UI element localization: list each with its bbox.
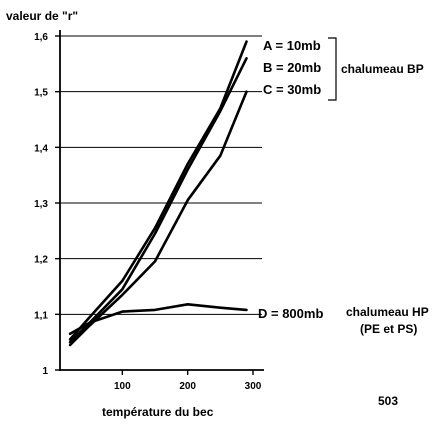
series-lines [68,40,248,347]
y-tick-label: 1,4 [34,143,48,154]
group-label-hp: chalumeau HP [346,305,429,319]
grid [60,35,262,315]
x-axis-label: température du bec [102,405,214,419]
y-tick-label: 1,5 [34,88,48,99]
ticks: 1 1,1 1,2 1,3 1,4 1,5 1,6 100 200 300 [34,32,262,392]
series-line-d [68,302,248,336]
y-axis-label: valeur de "r" [6,9,78,23]
x-tick-label: 100 [114,381,131,392]
series-line-c [68,90,248,347]
y-tick-label: 1 [42,366,48,377]
series-line-b [68,56,248,344]
series-line-a [68,40,248,341]
y-tick-label: 1,1 [34,310,48,321]
series-label-d: D = 800mb [258,306,323,321]
y-tick-label: 1,3 [34,199,48,210]
x-tick-label: 300 [245,381,262,392]
x-tick-label: 200 [179,381,196,392]
series-label-a: A = 10mb [263,38,321,53]
series-label-c: C = 30mb [263,82,321,97]
group-label-bp: chalumeau BP [341,62,424,76]
page-number: 503 [378,394,398,408]
bp-bracket [328,37,337,101]
series-label-b: B = 20mb [263,60,321,75]
y-tick-label: 1,6 [34,32,48,43]
y-tick-label: 1,2 [34,255,48,266]
axes [59,30,264,371]
group-label-hp-sub: (PE et PS) [360,322,417,336]
